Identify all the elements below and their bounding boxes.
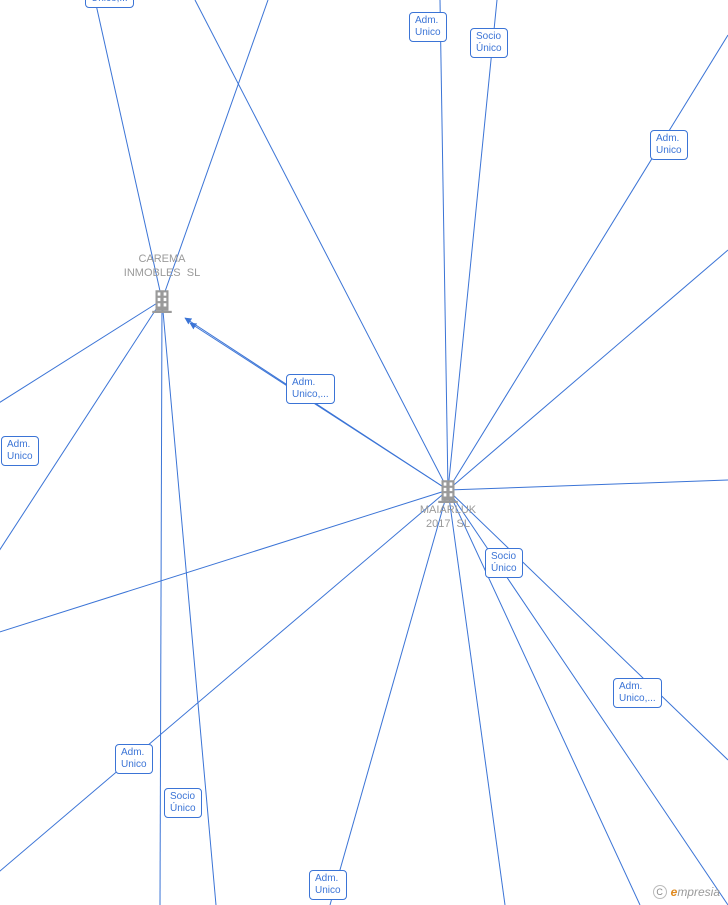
edge <box>448 480 728 490</box>
edge <box>195 0 448 490</box>
edge <box>190 323 448 490</box>
edge <box>440 0 448 490</box>
edge <box>160 300 162 905</box>
edge-label: Adm. Unico <box>115 744 153 774</box>
node-label-maiarluk: MAIARLUK 2017 SL <box>420 504 476 532</box>
edge-label: Adm. Unico <box>309 870 347 900</box>
edge-label: Unico,... <box>85 0 134 8</box>
edge <box>448 0 497 490</box>
edge-label: Adm. Unico,... <box>286 374 335 404</box>
edge-label: Socio Único <box>470 28 508 58</box>
edge <box>0 490 448 905</box>
copyright-icon: C <box>653 885 667 899</box>
edge-label: Adm. Unico <box>650 130 688 160</box>
node-label-carema: CAREMA INMOBLES SL <box>124 253 200 281</box>
edge-label: Socio Único <box>485 548 523 578</box>
edge <box>0 490 448 654</box>
building-icon[interactable] <box>435 477 461 503</box>
watermark: Cempresia <box>653 885 720 899</box>
watermark-brand-rest: mpresia <box>677 885 720 899</box>
edge-label: Socio Único <box>164 788 202 818</box>
edge <box>448 35 728 490</box>
network-canvas <box>0 0 728 905</box>
building-icon[interactable] <box>149 287 175 313</box>
edge <box>448 490 728 760</box>
edge-label: Adm. Unico <box>1 436 39 466</box>
edge-label: Adm. Unico <box>409 12 447 42</box>
edge <box>0 300 162 688</box>
edge-label: Adm. Unico,... <box>613 678 662 708</box>
edge <box>448 250 728 490</box>
edge <box>330 490 448 905</box>
